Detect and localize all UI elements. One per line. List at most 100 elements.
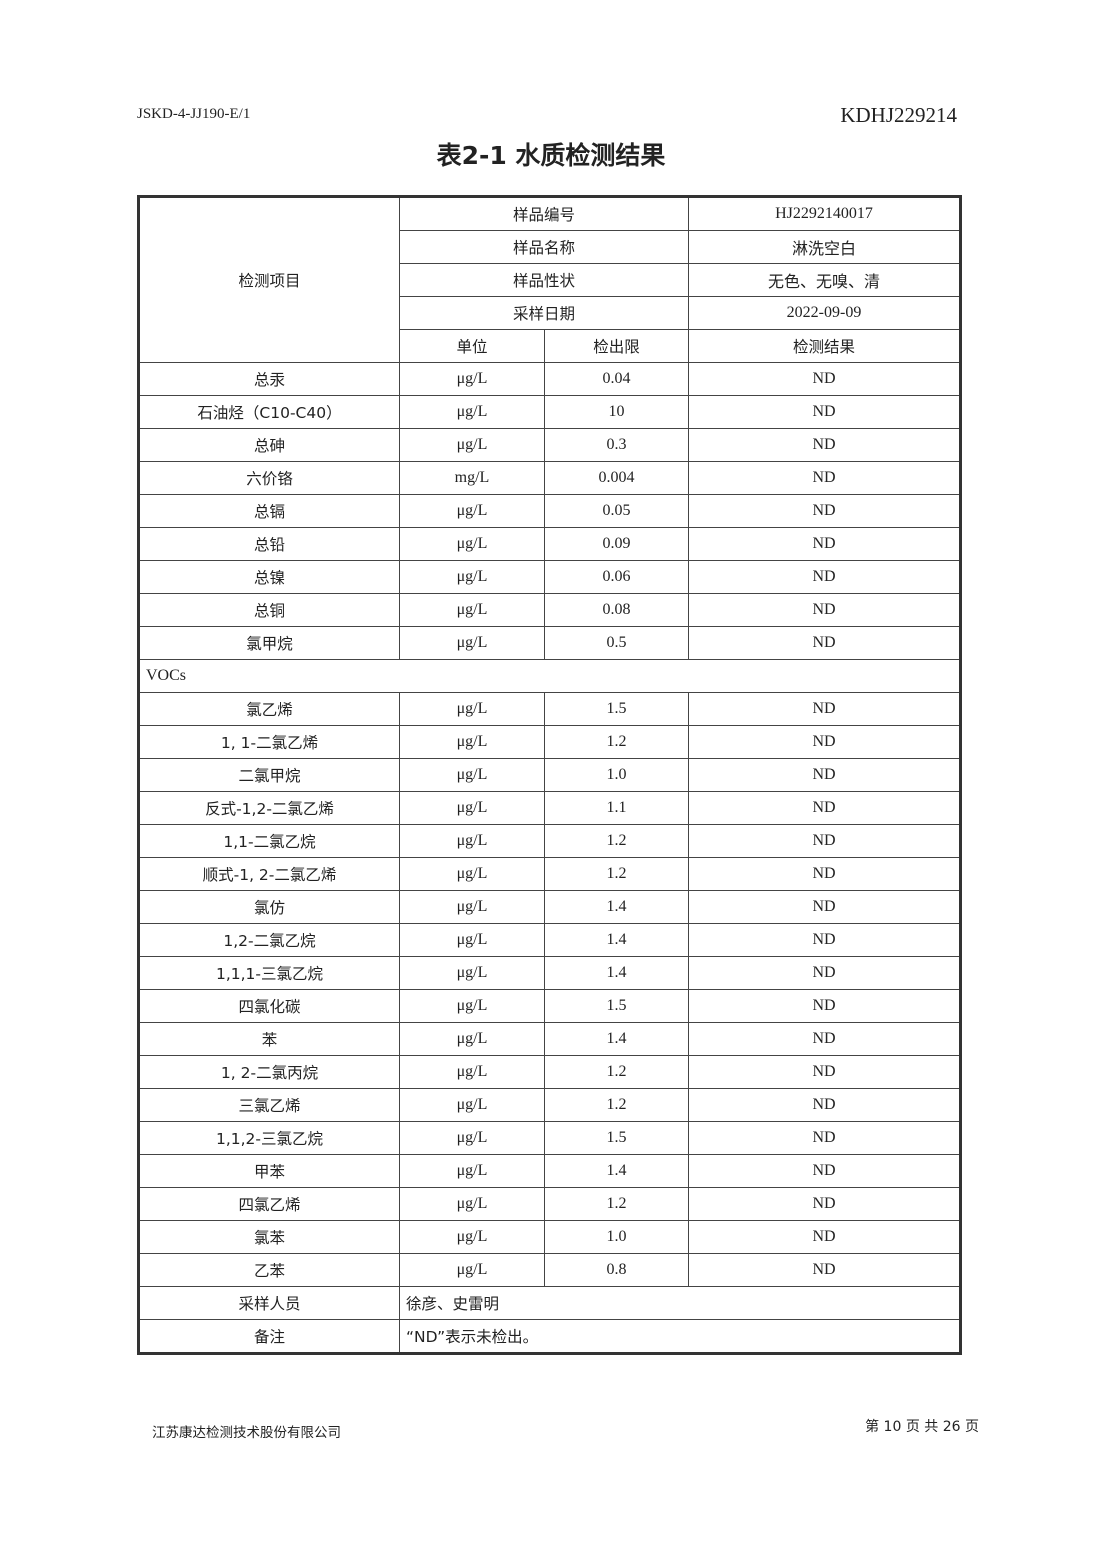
- unit-cell: μg/L: [399, 560, 545, 594]
- sampler-row: 采样人员 徐彦、史雷明: [138, 1286, 961, 1320]
- report-number: KDHJ229214: [840, 103, 957, 127]
- item-header: 检测项目: [138, 196, 400, 363]
- item-name: 总镍: [138, 560, 400, 594]
- result-cell: ND: [688, 824, 961, 858]
- limit-header: 检出限: [543, 329, 690, 363]
- unit-cell: μg/L: [399, 1253, 545, 1287]
- item-name: 石油烃（C10-C40）: [138, 395, 400, 429]
- unit-cell: μg/L: [399, 692, 545, 726]
- item-name: 三氯乙烯: [138, 1088, 400, 1122]
- limit-cell: 1.2: [543, 1187, 690, 1221]
- table-row: 乙苯 μg/L 0.8 ND: [138, 1253, 961, 1287]
- limit-cell: 1.2: [543, 725, 690, 759]
- unit-cell: μg/L: [399, 626, 545, 660]
- column-header-row: 单位 检出限 检测结果: [139, 329, 961, 363]
- unit-cell: μg/L: [399, 1220, 545, 1254]
- table-row: 1, 2-二氯丙烷 μg/L 1.2 ND: [138, 1055, 961, 1089]
- result-cell: ND: [688, 1253, 961, 1287]
- unit-cell: μg/L: [399, 1088, 545, 1122]
- item-name: 1,1,1-三氯乙烷: [138, 956, 400, 990]
- limit-cell: 1.2: [543, 1055, 690, 1089]
- limit-cell: 1.0: [543, 758, 690, 792]
- item-name: 乙苯: [138, 1253, 400, 1287]
- result-cell: ND: [688, 461, 961, 495]
- item-name: 总铅: [138, 527, 400, 561]
- section-label: VOCs: [138, 659, 961, 693]
- item-name: 氯仿: [138, 890, 400, 924]
- item-name: 氯乙烯: [138, 692, 400, 726]
- meta-label: 样品编号: [398, 196, 690, 231]
- meta-value: 无色、无嗅、清: [688, 263, 961, 297]
- table-row: 氯仿 μg/L 1.4 ND: [138, 890, 961, 924]
- unit-cell: μg/L: [399, 494, 545, 528]
- unit-header: 单位: [399, 329, 545, 363]
- limit-cell: 0.09: [543, 527, 690, 561]
- unit-cell: μg/L: [399, 791, 545, 825]
- unit-cell: mg/L: [399, 461, 545, 495]
- result-cell: ND: [688, 956, 961, 990]
- limit-cell: 1.4: [543, 923, 690, 957]
- unit-cell: μg/L: [399, 362, 545, 396]
- unit-cell: μg/L: [399, 1187, 545, 1221]
- meta-value: 2022-09-09: [688, 296, 961, 330]
- table-row: 六价铬 mg/L 0.004 ND: [138, 461, 961, 495]
- unit-cell: μg/L: [399, 593, 545, 627]
- results-table: 检测项目 样品编号 HJ2292140017 样品名称 淋洗空白 样品性状 无色、无嗅、清采…: [137, 195, 962, 1355]
- unit-cell: μg/L: [399, 989, 545, 1023]
- sampler-label: 采样人员: [138, 1286, 400, 1320]
- limit-cell: 0.08: [543, 593, 690, 627]
- company-name: 江苏康达检测技术股份有限公司: [152, 1425, 341, 1441]
- item-name: 总汞: [138, 362, 400, 396]
- limit-cell: 1.2: [543, 857, 690, 891]
- item-name: 苯: [138, 1022, 400, 1056]
- item-name: 二氯甲烷: [138, 758, 400, 792]
- unit-cell: μg/L: [399, 527, 545, 561]
- limit-cell: 0.06: [543, 560, 690, 594]
- limit-cell: 1.2: [543, 1088, 690, 1122]
- unit-cell: μg/L: [399, 725, 545, 759]
- result-cell: ND: [688, 593, 961, 627]
- item-name: 1, 2-二氯丙烷: [138, 1055, 400, 1089]
- table-row: 总铅 μg/L 0.09 ND: [138, 527, 961, 561]
- item-name: 氯苯: [138, 1220, 400, 1254]
- item-name: 1,1,2-三氯乙烷: [138, 1121, 400, 1155]
- table-row: 1,1-二氯乙烷 μg/L 1.2 ND: [138, 824, 961, 858]
- unit-cell: μg/L: [399, 1022, 545, 1056]
- result-cell: ND: [688, 1121, 961, 1155]
- item-name: 总砷: [138, 428, 400, 462]
- limit-cell: 0.8: [543, 1253, 690, 1287]
- page-number: 第 10 页 共 26 页: [865, 1419, 979, 1435]
- result-cell: ND: [688, 758, 961, 792]
- limit-cell: 1.0: [543, 1220, 690, 1254]
- table-row: 氯乙烯 μg/L 1.5 ND: [138, 692, 961, 726]
- item-name: 1,2-二氯乙烷: [138, 923, 400, 957]
- note-label: 备注: [138, 1319, 400, 1354]
- item-name: 顺式-1, 2-二氯乙烯: [138, 857, 400, 891]
- table-row: 1,2-二氯乙烷 μg/L 1.4 ND: [138, 923, 961, 957]
- result-cell: ND: [688, 395, 961, 429]
- meta-row: 采样日期 2022-09-09: [139, 296, 961, 330]
- limit-cell: 1.1: [543, 791, 690, 825]
- meta-row: 样品名称 淋洗空白: [139, 230, 961, 264]
- result-cell: ND: [688, 1055, 961, 1089]
- limit-cell: 1.4: [543, 1154, 690, 1188]
- item-name: 甲苯: [138, 1154, 400, 1188]
- table-row: 1,1,2-三氯乙烷 μg/L 1.5 ND: [138, 1121, 961, 1155]
- result-cell: ND: [688, 923, 961, 957]
- unit-cell: μg/L: [399, 1055, 545, 1089]
- item-name: 四氯化碳: [138, 989, 400, 1023]
- limit-cell: 1.5: [543, 692, 690, 726]
- result-cell: ND: [688, 791, 961, 825]
- item-name: 反式-1,2-二氯乙烯: [138, 791, 400, 825]
- table-row: 石油烃（C10-C40） μg/L 10 ND: [138, 395, 961, 429]
- table-row: 总汞 μg/L 0.04 ND: [138, 362, 961, 396]
- limit-cell: 1.4: [543, 956, 690, 990]
- table-row: 反式-1,2-二氯乙烯 μg/L 1.1 ND: [138, 791, 961, 825]
- unit-cell: μg/L: [399, 890, 545, 924]
- meta-value: 淋洗空白: [688, 230, 961, 264]
- limit-cell: 1.5: [543, 1121, 690, 1155]
- note-row: 备注 “ND”表示未检出。: [138, 1319, 961, 1354]
- unit-cell: μg/L: [399, 428, 545, 462]
- table-row: 1,1,1-三氯乙烷 μg/L 1.4 ND: [138, 956, 961, 990]
- page-title: 表2-1 水质检测结果: [436, 141, 666, 170]
